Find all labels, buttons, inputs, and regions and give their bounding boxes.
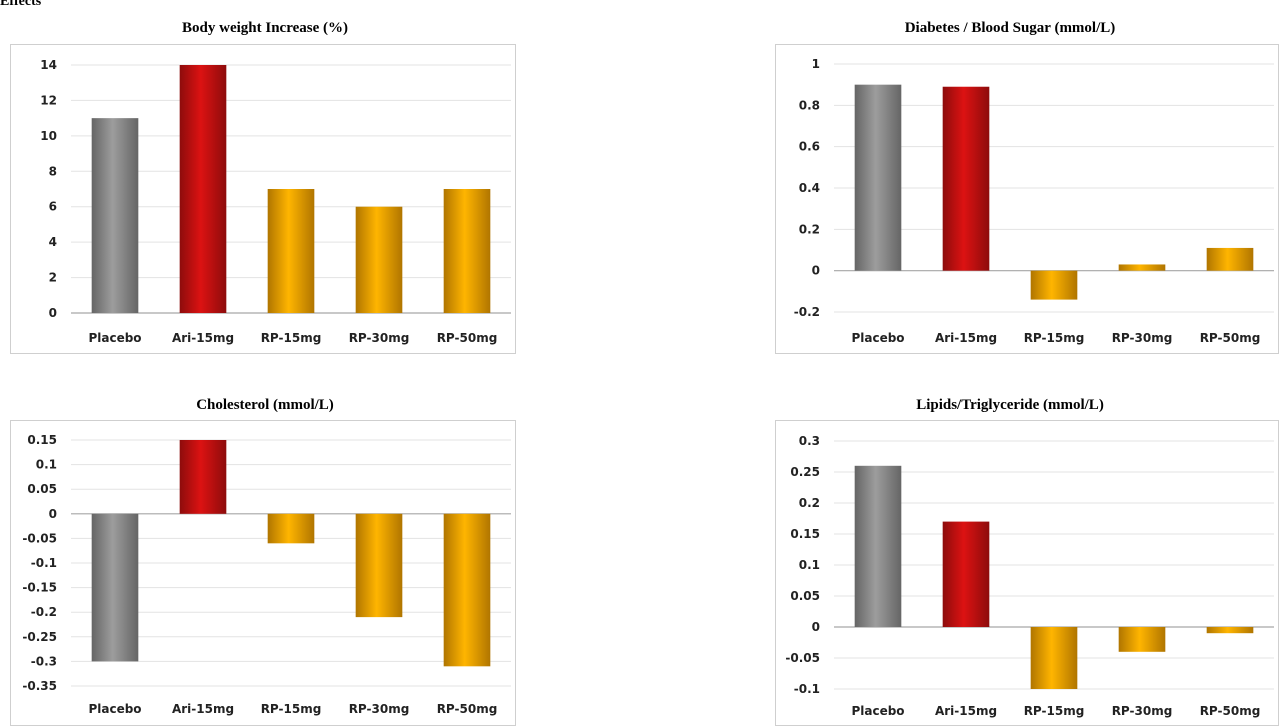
y-tick-label: 0.1	[36, 458, 57, 472]
y-tick-label: 8	[49, 164, 57, 178]
bar-ari-15mg	[179, 440, 227, 514]
chart-title-body-weight: Body weight Increase (%)	[182, 20, 348, 36]
bar-rp-30mg	[1118, 627, 1166, 652]
x-category-label: RP-50mg	[1200, 704, 1261, 718]
y-tick-label: 0	[812, 620, 820, 634]
y-tick-label: 0	[49, 507, 57, 521]
bar-placebo	[91, 513, 139, 662]
y-tick-label: 0.4	[799, 181, 820, 195]
chart-title-blood-sugar: Diabetes / Blood Sugar (mmol/L)	[904, 20, 1116, 36]
y-tick-label: 0	[49, 306, 57, 320]
x-category-label: RP-15mg	[261, 702, 322, 716]
chart-svg: 1 0.8 0.6 0.4 0.2 0 -0.2 Placebo Ari-15mg RP-15mg…	[794, 57, 1274, 345]
y-tick-label: 0.6	[799, 140, 820, 154]
x-category-label: Ari-15mg	[935, 704, 997, 718]
x-category-label: RP-15mg	[261, 331, 322, 345]
corner-label: Effects	[0, 0, 42, 9]
y-tick-label: -0.1	[794, 682, 820, 696]
y-tick-label: 0.25	[790, 465, 820, 479]
bar-rp-50mg	[1206, 247, 1254, 271]
y-tick-label: -0.35	[22, 679, 57, 693]
y-tick-label: 0.2	[799, 496, 820, 510]
x-category-label: Placebo	[88, 702, 141, 716]
y-tick-label: 6	[49, 200, 57, 214]
x-category-label: Placebo	[851, 704, 904, 718]
bar-rp-15mg	[1030, 270, 1078, 300]
y-tick-label: 1	[812, 57, 820, 71]
y-tick-label: -0.15	[22, 581, 57, 595]
y-tick-label: 0.8	[799, 98, 820, 112]
chart-title-cholesterol: Cholesterol (mmol/L)	[196, 397, 334, 413]
x-category-label: Ari-15mg	[935, 331, 997, 345]
x-category-label: Placebo	[88, 331, 141, 345]
x-category-label: RP-50mg	[437, 331, 498, 345]
y-tick-label: 2	[49, 271, 57, 285]
y-tick-label: 0.3	[799, 434, 820, 448]
bar-ari-15mg	[942, 521, 990, 627]
y-tick-label: 0.05	[27, 482, 57, 496]
bar-ari-15mg	[179, 65, 227, 313]
chart-svg: 0.15 0.1 0.05 0 -0.05 -0.1 -0.15 -0.2 -0.25 -0.3 -…	[22, 433, 511, 716]
y-tick-label: -0.3	[31, 654, 57, 668]
chart-blood-sugar: 1 0.8 0.6 0.4 0.2 0 -0.2 Placebo Ari-15mg RP-15mg…	[775, 44, 1279, 354]
y-tick-label: -0.25	[22, 630, 57, 644]
bar-placebo	[854, 84, 902, 271]
y-tick-label: -0.2	[794, 305, 820, 319]
x-category-label: RP-15mg	[1024, 704, 1085, 718]
x-category-label: RP-50mg	[1200, 331, 1261, 345]
y-tick-label: -0.05	[22, 531, 57, 545]
chart-body-weight: 14 12 10 8 6 4 2 0 Placebo Ari-15mg RP-15mg RP-30mg…	[10, 44, 516, 354]
x-category-label: Ari-15mg	[172, 331, 234, 345]
x-category-label: RP-30mg	[349, 702, 410, 716]
bar-rp-15mg	[267, 513, 315, 544]
chart-cholesterol: 0.15 0.1 0.05 0 -0.05 -0.1 -0.15 -0.2 -0.25 -0.3 -…	[10, 420, 516, 726]
x-category-label: RP-30mg	[1112, 331, 1173, 345]
y-tick-label: -0.2	[31, 605, 57, 619]
x-category-label: Ari-15mg	[172, 702, 234, 716]
chart-triglyceride: 0.3 0.25 0.2 0.15 0.1 0.05 0 -0.05 -0.1 Placebo Ar…	[775, 420, 1279, 726]
y-tick-label: 14	[40, 58, 57, 72]
x-category-label: RP-50mg	[437, 702, 498, 716]
bar-rp-15mg	[1030, 627, 1078, 689]
y-tick-label: 4	[49, 235, 57, 249]
chart-title-triglyceride: Lipids/Triglyceride (mmol/L)	[916, 397, 1104, 413]
x-category-label: RP-30mg	[349, 331, 410, 345]
x-category-label: RP-30mg	[1112, 704, 1173, 718]
chart-svg: 14 12 10 8 6 4 2 0 Placebo Ari-15mg RP-15mg RP-30mg…	[40, 58, 511, 345]
y-tick-label: 12	[40, 93, 57, 107]
bar-ari-15mg	[942, 86, 990, 271]
bar-rp-15mg	[267, 189, 315, 313]
y-tick-label: 0.15	[790, 527, 820, 541]
x-category-label: Placebo	[851, 331, 904, 345]
bar-placebo	[91, 118, 139, 314]
y-tick-label: 0	[812, 264, 820, 278]
bar-rp-50mg	[443, 189, 491, 313]
bar-rp-30mg	[1118, 264, 1166, 271]
y-tick-label: -0.1	[31, 556, 57, 570]
bar-rp-50mg	[443, 513, 491, 667]
y-tick-label: 10	[40, 129, 57, 143]
y-tick-label: 0.1	[799, 558, 820, 572]
x-category-label: RP-15mg	[1024, 331, 1085, 345]
y-tick-label: 0.05	[790, 589, 820, 603]
chart-svg: 0.3 0.25 0.2 0.15 0.1 0.05 0 -0.05 -0.1 Placebo Ar…	[785, 434, 1274, 718]
y-tick-label: -0.05	[785, 651, 820, 665]
y-tick-label: 0.2	[799, 222, 820, 236]
bar-rp-30mg	[355, 206, 403, 313]
bar-rp-30mg	[355, 513, 403, 618]
y-tick-label: 0.15	[27, 433, 57, 447]
bar-rp-50mg	[1206, 627, 1254, 634]
bar-placebo	[854, 465, 902, 627]
